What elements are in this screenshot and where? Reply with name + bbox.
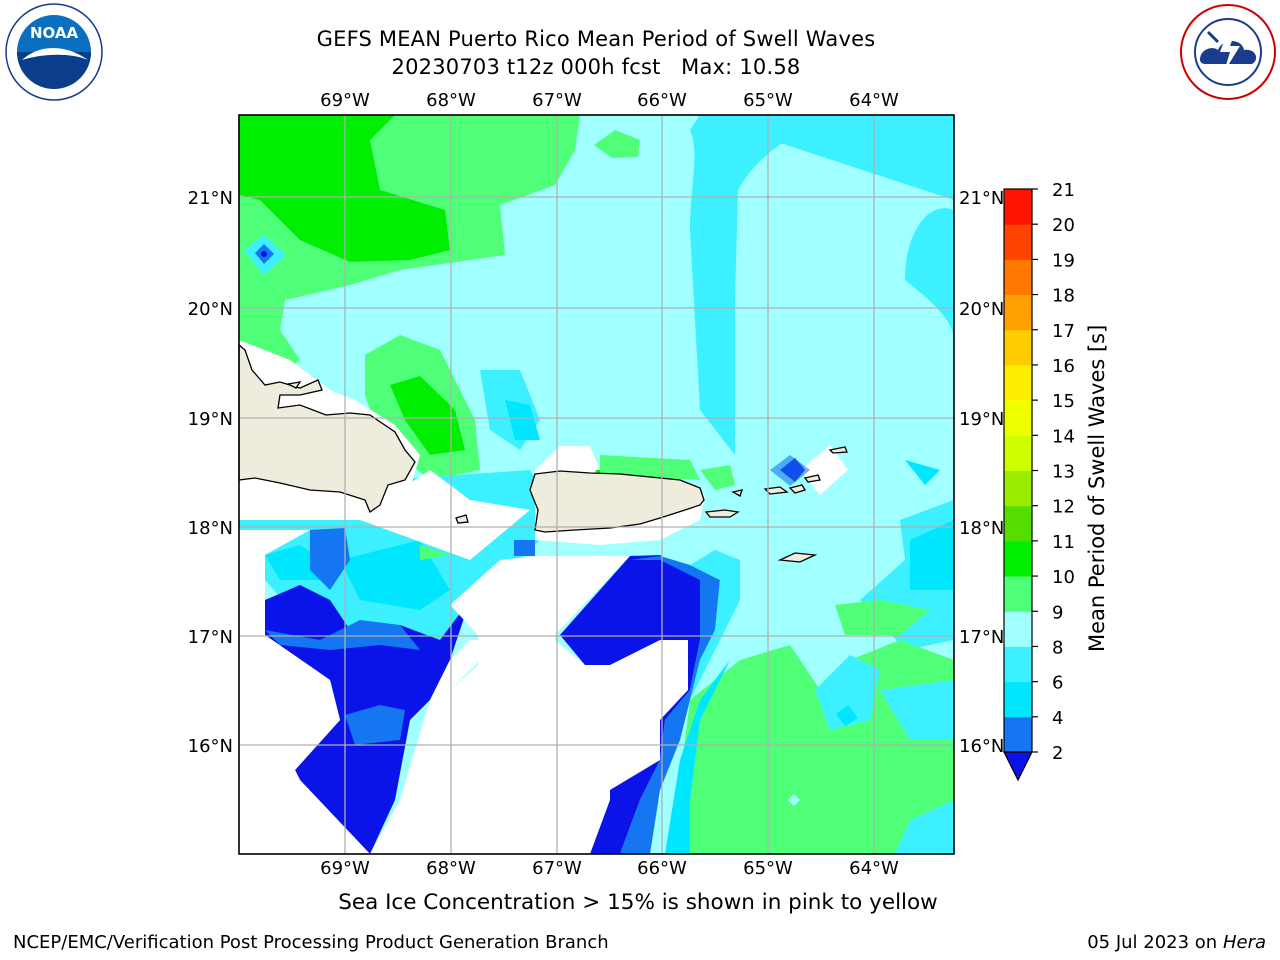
st-john — [788, 484, 806, 494]
vieques — [704, 509, 740, 518]
footer-machine: Hera — [1222, 932, 1266, 953]
colorbar: 2 4 6 8 9 10 11 12 13 14 15 16 17 18 19 20 21 — [1003, 180, 1075, 782]
mona-island — [455, 514, 469, 524]
colorbar-tick-label: 12 — [1052, 497, 1075, 518]
footer-branch: NCEP/EMC/Verification Post Processing Pr… — [13, 932, 609, 953]
colorbar-tick-label: 16 — [1052, 356, 1075, 377]
lat-label-left: 18°N — [188, 518, 233, 539]
colorbar-segment — [1004, 294, 1032, 331]
colorbar-tick-label: 20 — [1052, 215, 1075, 236]
colorbar-segment — [1004, 224, 1032, 260]
colorbar-segment — [1004, 716, 1032, 753]
colorbar-title: Mean Period of Swell Waves [s] — [1085, 324, 1109, 652]
noaa-logo: NOAA — [5, 3, 103, 101]
colorbar-tick-label: 19 — [1052, 250, 1075, 271]
gridlines — [239, 115, 954, 854]
puerto-rico — [529, 470, 705, 533]
colorbar-tick-label: 14 — [1052, 426, 1075, 447]
colorbar-segment — [1004, 259, 1032, 296]
colorbar-tick-label: 13 — [1052, 462, 1075, 483]
anegada — [828, 446, 848, 454]
map-title: GEFS MEAN Puerto Rico Mean Period of Swe… — [316, 27, 876, 51]
lon-label-top: 68°W — [426, 90, 476, 111]
colorbar-segment — [1004, 435, 1032, 471]
st-croix — [777, 552, 818, 563]
map-subtitle: 20230703 t12z 000h fcst Max: 10.58 — [391, 55, 801, 79]
footer-date: 05 Jul 2023 on Hera — [1087, 932, 1266, 953]
colorbar-segment — [1004, 364, 1032, 401]
colorbar-segment — [1004, 505, 1032, 542]
colorbar-segment — [1004, 576, 1032, 612]
colorbar-tick-label: 21 — [1052, 180, 1075, 201]
plot-frame — [238, 114, 955, 855]
colorbar-tick-label: 6 — [1052, 673, 1063, 694]
small-cay-1 — [285, 381, 302, 389]
lat-label-left: 21°N — [188, 188, 233, 209]
lat-label-right: 17°N — [959, 627, 1004, 648]
colorbar-segment — [1004, 470, 1032, 507]
lon-label-top: 66°W — [637, 90, 687, 111]
lon-label-bottom: 65°W — [743, 858, 793, 879]
colorbar-segment — [1004, 189, 1032, 225]
land-masses — [238, 343, 848, 563]
lon-label-bottom: 64°W — [849, 858, 899, 879]
colorbar-tick-label: 10 — [1052, 567, 1075, 588]
lat-label-right: 18°N — [959, 518, 1004, 539]
colorbar-segment — [1004, 611, 1032, 647]
lat-label-right: 20°N — [959, 299, 1004, 320]
colorbar-tick-label: 4 — [1052, 708, 1063, 729]
lon-label-top: 67°W — [532, 90, 582, 111]
colorbar-tick-label: 11 — [1052, 532, 1075, 553]
tortola — [803, 474, 821, 483]
colorbar-tick-label: 17 — [1052, 321, 1075, 342]
lon-label-bottom: 66°W — [637, 858, 687, 879]
sea-ice-note: Sea Ice Concentration > 15% is shown in … — [338, 890, 938, 915]
colorbar-segment — [1004, 646, 1032, 683]
lat-label-left: 20°N — [188, 299, 233, 320]
lat-label-right: 16°N — [959, 736, 1004, 757]
colorbar-tick-label: 15 — [1052, 391, 1075, 412]
colorbar-segment — [1004, 540, 1032, 577]
lon-label-bottom: 68°W — [426, 858, 476, 879]
colorbar-tick-label: 2 — [1052, 743, 1063, 764]
lon-label-top: 64°W — [849, 90, 899, 111]
colorbar-tick-label: 8 — [1052, 637, 1063, 658]
lat-label-left: 19°N — [188, 409, 233, 430]
noaa-logo-text: NOAA — [30, 24, 79, 42]
colorbar-tick-label: 9 — [1052, 602, 1063, 623]
lon-label-bottom: 67°W — [532, 858, 582, 879]
colorbar-under-arrow — [1003, 751, 1033, 782]
lon-label-top: 65°W — [743, 90, 793, 111]
footer-date-text: 05 Jul 2023 on — [1087, 932, 1223, 953]
lon-label-bottom: 69°W — [320, 858, 370, 879]
culebra — [731, 489, 743, 497]
colorbar-segment — [1004, 329, 1032, 366]
colorbar-segment — [1004, 400, 1032, 436]
lat-label-right: 21°N — [959, 188, 1004, 209]
lon-label-top: 69°W — [320, 90, 370, 111]
national-weather-service-logo — [1180, 4, 1276, 100]
lat-label-left: 17°N — [188, 627, 233, 648]
lat-label-left: 16°N — [188, 736, 233, 757]
lat-label-right: 19°N — [959, 409, 1004, 430]
colorbar-tick-label: 18 — [1052, 286, 1075, 307]
colorbar-segment — [1004, 681, 1032, 718]
